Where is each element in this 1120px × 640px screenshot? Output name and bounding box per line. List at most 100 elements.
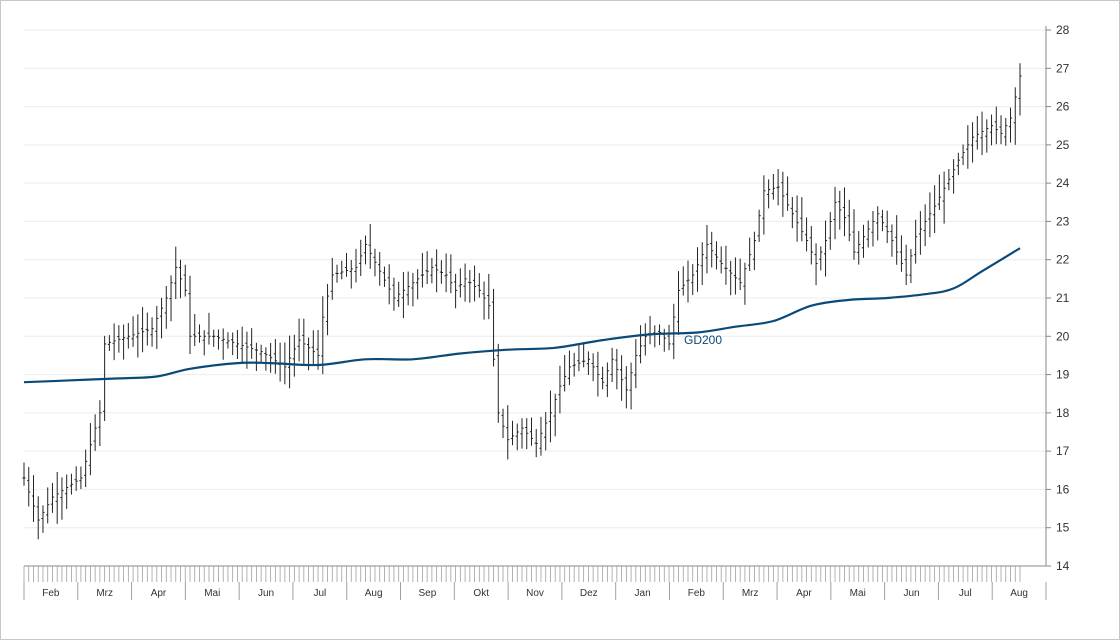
- ohlc-bar: [762, 175, 766, 235]
- ohlc-bar: [411, 272, 415, 307]
- ohlc-bar: [923, 204, 927, 247]
- ohlc-bar: [197, 324, 202, 343]
- x-tick-label: Sep: [419, 588, 437, 599]
- ohlc-bar: [202, 330, 206, 356]
- ohlc-bar: [952, 159, 956, 194]
- ohlc-bar: [178, 259, 183, 299]
- ohlc-bar: [193, 314, 197, 346]
- y-tick-label: 14: [1056, 559, 1070, 573]
- ohlc-bar: [169, 275, 173, 322]
- ohlc-bar: [681, 266, 685, 296]
- x-tick-label: Jul: [313, 588, 326, 599]
- ohlc-bar: [544, 412, 548, 451]
- ohlc-bar: [273, 338, 277, 374]
- ohlc-bar: [790, 197, 794, 229]
- ohlc-bar: [259, 344, 263, 364]
- ohlc-bar: [970, 122, 975, 163]
- ohlc-bar: [316, 329, 320, 370]
- ohlc-bar: [207, 312, 211, 345]
- ohlc-bar: [1013, 87, 1017, 145]
- ohlc-bar: [454, 273, 458, 309]
- ohlc-bar: [1008, 107, 1013, 143]
- ohlc-bar: [60, 477, 64, 520]
- ohlc-bar: [890, 224, 894, 257]
- ohlc-bar: [74, 466, 78, 491]
- ohlc-bar: [354, 248, 358, 283]
- ohlc-bar: [989, 114, 994, 146]
- ohlc-bar: [975, 115, 979, 150]
- ohlc-bar: [264, 347, 268, 371]
- ohlc-bar: [458, 268, 462, 298]
- ohlc-bar: [463, 263, 467, 302]
- ohlc-bar: [876, 206, 880, 241]
- ohlc-bar: [857, 231, 861, 265]
- x-tick-label: Mrz: [742, 588, 759, 599]
- ohlc-bar: [591, 353, 595, 382]
- y-tick-label: 17: [1056, 444, 1070, 458]
- ohlc-bar: [757, 209, 761, 242]
- y-tick-label: 26: [1056, 100, 1070, 114]
- ohlc-bar: [88, 423, 92, 476]
- ohlc-bar: [520, 418, 524, 449]
- ohlc-bar: [65, 474, 69, 509]
- ohlc-bar: [880, 209, 885, 232]
- ohlc-bar: [961, 144, 965, 166]
- ohlc-bar: [909, 248, 913, 284]
- ohlc-bar: [719, 246, 723, 274]
- ohlc-bar: [582, 343, 586, 368]
- ohlc-bar: [188, 275, 192, 355]
- y-tick-label: 19: [1056, 368, 1070, 382]
- ohlc-bar: [93, 414, 97, 451]
- ohlc-bar: [126, 322, 130, 349]
- ohlc-bar: [800, 197, 804, 242]
- ohlc-bar: [31, 475, 36, 522]
- gd200-line: [23, 247, 1021, 384]
- ohlc-bar: [828, 212, 832, 250]
- ohlc-bar: [710, 231, 714, 268]
- ohlc-bar: [79, 466, 83, 490]
- ohlc-bar: [596, 351, 600, 397]
- ohlc-bar: [98, 400, 102, 447]
- ohlc-bar: [425, 251, 429, 285]
- ohlc-bar: [174, 246, 178, 299]
- ohlc-bar: [999, 115, 1003, 145]
- ohlc-bar: [84, 449, 88, 488]
- ohlc-bar: [107, 335, 111, 351]
- ohlc-bar: [980, 111, 984, 156]
- ohlc-bar: [629, 362, 633, 410]
- ohlc-bar: [729, 260, 733, 296]
- y-tick-label: 25: [1056, 138, 1070, 152]
- ohlc-bar: [216, 329, 221, 350]
- ohlc-bar: [553, 393, 557, 437]
- ohlc-bar: [714, 241, 719, 270]
- ohlc-bar: [468, 269, 472, 303]
- y-tick-label: 24: [1056, 176, 1070, 190]
- ohlc-bar: [539, 416, 543, 456]
- ohlc-bar: [311, 330, 315, 365]
- ohlc-bar: [695, 247, 700, 292]
- ohlc-bar: [112, 323, 116, 361]
- ohlc-bar: [46, 487, 50, 524]
- ohlc-bar: [515, 423, 519, 451]
- x-tick-label: Okt: [473, 588, 489, 599]
- ohlc-bar: [1004, 117, 1008, 146]
- ohlc-bar: [814, 243, 818, 286]
- x-axis: Feb Mrz Apr Mai Jun Jul Aug Sep Okt Nov Dez Jan Feb M…: [23, 565, 1047, 600]
- ohlc-bar: [477, 273, 481, 298]
- x-tick-label: Mai: [204, 588, 220, 599]
- ohlc-bar: [183, 264, 187, 297]
- ohlc-bar: [601, 366, 605, 390]
- ohlc-bar: [373, 248, 377, 277]
- ohlc-bar: [767, 179, 771, 209]
- ohlc-bar: [586, 351, 590, 375]
- ohlc-bar: [819, 246, 823, 271]
- ohlc-bar: [491, 288, 496, 367]
- ohlc-bar: [620, 355, 624, 401]
- ohlc-bar: [525, 418, 529, 450]
- ohlc-bar: [55, 471, 59, 524]
- ohlc-bar: [605, 362, 609, 398]
- ohlc-bar: [368, 224, 372, 269]
- ohlc-bar: [738, 258, 742, 291]
- ohlc-bar: [743, 262, 747, 305]
- ohlc-bar: [577, 344, 581, 372]
